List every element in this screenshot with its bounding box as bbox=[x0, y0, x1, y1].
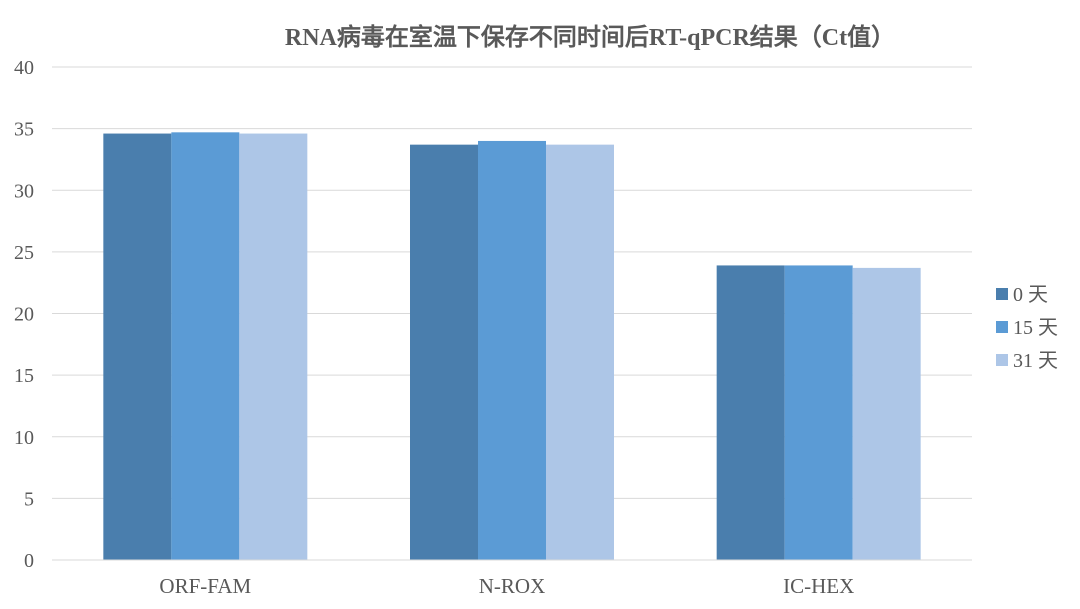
bar bbox=[852, 267, 921, 560]
legend-swatch bbox=[996, 354, 1008, 366]
y-tick-label: 0 bbox=[24, 550, 34, 572]
y-tick-label: 20 bbox=[14, 304, 34, 326]
y-axis-ticks: 0 5 10 15 20 25 30 35 40 bbox=[14, 57, 34, 572]
bar bbox=[171, 132, 240, 560]
bar bbox=[410, 144, 478, 560]
bar bbox=[546, 144, 614, 560]
bar bbox=[103, 133, 172, 560]
legend: 0 天 15 天 31 天 bbox=[996, 284, 1058, 372]
bar bbox=[239, 133, 308, 560]
y-tick-label: 40 bbox=[14, 57, 34, 79]
legend-label: 31 天 bbox=[1013, 350, 1058, 372]
bar bbox=[716, 265, 785, 560]
x-axis: ORF-FAM N-ROX IC-HEX bbox=[52, 559, 972, 598]
legend-label: 0 天 bbox=[1013, 284, 1048, 306]
legend-label: 15 天 bbox=[1013, 317, 1058, 339]
chart-title: RNA病毒在室温下保存不同时间后RT-qPCR结果（Ct值） bbox=[285, 23, 895, 51]
y-tick-label: 15 bbox=[14, 365, 34, 387]
bar bbox=[478, 140, 546, 560]
y-tick-label: 25 bbox=[14, 242, 34, 264]
y-tick-label: 35 bbox=[14, 119, 34, 141]
legend-swatch bbox=[996, 321, 1008, 333]
y-tick-label: 30 bbox=[14, 180, 34, 202]
legend-swatch bbox=[996, 288, 1008, 300]
y-tick-label: 5 bbox=[24, 488, 34, 510]
y-tick-label: 10 bbox=[14, 427, 34, 449]
bars bbox=[103, 132, 921, 560]
x-tick-label: IC-HEX bbox=[783, 574, 854, 598]
x-tick-label: N-ROX bbox=[479, 574, 546, 598]
x-tick-label: ORF-FAM bbox=[159, 574, 251, 598]
bar bbox=[784, 265, 853, 560]
